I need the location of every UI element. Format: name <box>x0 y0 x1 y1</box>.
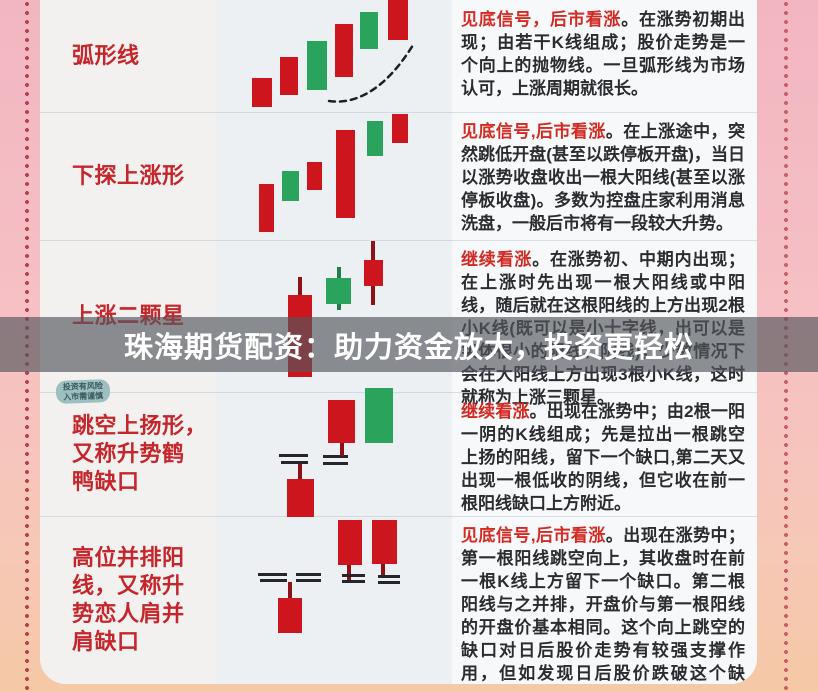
pattern-name: 高位并排阳 线，又称升 势恋人肩并 肩缺口 <box>72 545 185 654</box>
risk-disclaimer-badge: 投资有风险 入市需谨慎 <box>55 379 111 404</box>
pattern-description: 见底信号,后市看涨。出现在涨势中；第一根阳线跳空向上，其收盘时在前一根K线上方留… <box>452 516 751 684</box>
pattern-description: 见底信号,后市看涨。在上涨途中，突然跳低开盘(甚至以跌停板开盘)，当日以涨势收盘… <box>452 112 751 240</box>
signal-label: 继续看涨 <box>461 402 530 421</box>
description-text: 。在上涨途中，突然跳低开盘(甚至以跌停板开盘)，当日以涨势收盘收出一根大阳线(甚… <box>461 122 745 233</box>
pattern-name: 下探上涨形 <box>72 163 185 188</box>
description-text: 。出现在涨势中；由2根一阳一阴的K线组成；先是拉出一根跳空上扬的阳线，留下一个缺… <box>461 402 745 513</box>
pattern-description: 见底信号，后市看涨。在涨势初期出现；由若干K线组成；股价走势是一个向上的抛物线。… <box>452 0 751 112</box>
pattern-row: 高位并排阳 线，又称升 势恋人肩并 肩缺口 见底信号,后市看涨。出现在涨势中；第… <box>40 516 757 684</box>
signal-label: 见底信号,后市看涨 <box>461 122 606 141</box>
pattern-description: 继续看涨。出现在涨势中；由2根一阳一阴的K线组成；先是拉出一根跳空上扬的阳线，留… <box>452 392 751 516</box>
pattern-row: 跳空上扬形， 又称升势鹤 鸭缺口 继续看涨。出现在涨势中；由2根一阳一阴的K线组… <box>40 392 757 517</box>
signal-label: 见底信号,后市看涨 <box>461 526 606 545</box>
pattern-name: 跳空上扬形， 又称升势鹤 鸭缺口 <box>72 413 208 494</box>
risk-badge-line2: 入市需谨慎 <box>63 390 104 402</box>
signal-label: 见底信号，后市看涨 <box>461 10 622 29</box>
pattern-row: 下探上涨形 见底信号,后市看涨。在上涨途中，突然跳低开盘(甚至以跌停板开盘)，当… <box>40 112 757 241</box>
pattern-row: 弧形线 见底信号，后市看涨。在涨势初期出现；由若干K线组成；股价走势是一个向上的… <box>40 0 757 113</box>
description-text: 。在涨势初期出现；由若干K线组成；股价走势是一个向上的抛物线。一旦弧形线为市场认… <box>461 10 746 98</box>
watermark-text: 珠海期货配资：助力资金放大，投资更轻松 <box>123 331 694 364</box>
pattern-name: 弧形线 <box>72 43 140 68</box>
watermark-band: 珠海期货配资：助力资金放大，投资更轻松 <box>0 317 818 372</box>
signal-label: 继续看涨 <box>461 250 533 269</box>
description-text: 。出现在涨势中；第一根阳线跳空向上，其收盘时在前一根K线上方留下一个缺口。第二根… <box>461 526 745 683</box>
